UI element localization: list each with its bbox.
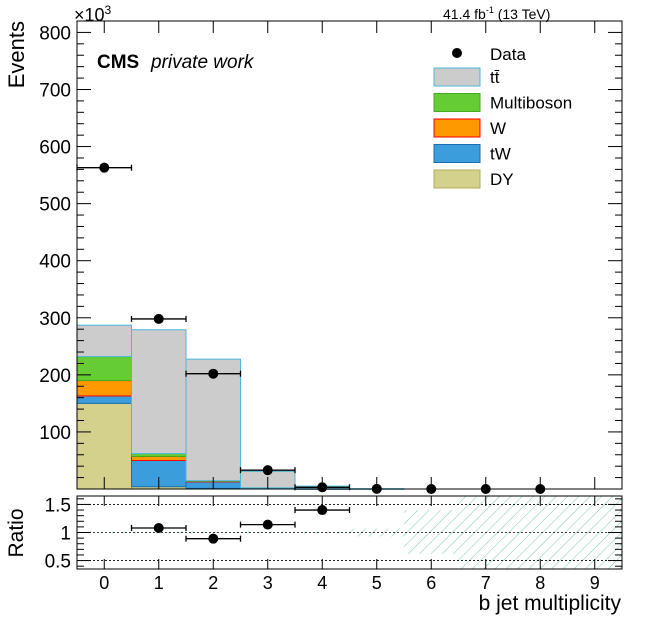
- bar-multiboson-0: [76, 356, 132, 382]
- ratio-y-tick-label: 1.5: [45, 495, 71, 516]
- ratio-reference-lines: [77, 504, 622, 561]
- cms-label: CMS: [97, 52, 139, 73]
- x-tick-label: 3: [263, 573, 273, 593]
- bar-tt-1: [131, 329, 187, 455]
- x-tick-label: 0: [99, 573, 109, 593]
- private-work-label: private work: [150, 52, 255, 73]
- ratio-y-tick-label: 0.5: [45, 552, 71, 573]
- y-tick-label: 500: [39, 195, 71, 216]
- bar-dy-0: [76, 402, 132, 490]
- legend-swatch: [433, 169, 481, 189]
- ratio-plot-area: 0.5 1 1.5 0 1 2 3 4 5 6 7 8 9: [45, 495, 623, 593]
- x-tick-label: 9: [590, 573, 600, 593]
- legend-data-label: Data: [490, 45, 526, 64]
- ratio-points: [130, 505, 351, 544]
- bar-w-1: [131, 455, 187, 461]
- legend-swatch: [433, 67, 481, 87]
- y-tick-label: 600: [39, 138, 71, 159]
- data-point: [208, 368, 219, 379]
- ratio-y-label: Ratio: [5, 508, 28, 557]
- ratio-point: [208, 533, 219, 544]
- x-tick-label: 6: [426, 573, 436, 593]
- data-points: [76, 162, 546, 494]
- ratio-point: [153, 523, 164, 534]
- y-tick-label: 800: [39, 23, 71, 44]
- y-tick-label: 400: [39, 252, 71, 273]
- legend-label: DY: [490, 170, 514, 189]
- x-axis-label: b jet multiplicity: [479, 592, 622, 615]
- y-axis-label: Events: [4, 21, 29, 88]
- y-tick-label: 100: [39, 423, 71, 444]
- bar-tw-0: [76, 395, 132, 404]
- ratio-y-tick-label: 1: [60, 524, 71, 545]
- bar-tt-0: [76, 324, 132, 358]
- x-tick-label: 5: [372, 573, 382, 593]
- x-tick-label: 1: [154, 573, 164, 593]
- main-frame: [76, 20, 623, 490]
- legend-label: Multiboson: [490, 94, 572, 113]
- y-exponent-label: ×103: [74, 3, 112, 25]
- legend-label: tt̄: [490, 68, 500, 87]
- main-plot-area: 100 200 300 400 500 600 700 800: [39, 20, 623, 494]
- stacked-histogram: [76, 324, 405, 490]
- main-axis-ticks: 100 200 300 400 500 600 700 800: [39, 20, 622, 490]
- x-tick-label: 8: [535, 573, 545, 593]
- legend-swatch: [433, 144, 481, 163]
- lumi-label: 41.4 fb-1 (13 TeV): [443, 5, 550, 22]
- legend-label: tW: [490, 145, 511, 164]
- data-point: [153, 313, 164, 324]
- ratio-point: [317, 505, 328, 516]
- data-point: [262, 465, 273, 476]
- legend-data-marker: [452, 48, 462, 58]
- ratio-band-segment: [349, 528, 404, 537]
- bar-w-0: [76, 380, 132, 397]
- legend-label: W: [490, 119, 506, 138]
- ratio-axis-ticks: 0.5 1 1.5 0 1 2 3 4 5 6 7 8 9: [45, 495, 622, 593]
- x-tick-label: 4: [317, 573, 327, 593]
- legend: Data tt̄ Multiboson WtW DY: [433, 45, 572, 189]
- y-tick-label: 200: [39, 366, 71, 387]
- legend-swatch: [433, 118, 481, 138]
- data-point: [99, 162, 110, 173]
- legend-swatch: [433, 93, 481, 112]
- ratio-band-segment: [404, 510, 459, 554]
- x-tick-label: 2: [208, 573, 218, 593]
- ratio-point: [262, 519, 273, 530]
- y-tick-label: 300: [39, 309, 71, 330]
- x-tick-label: 7: [481, 573, 491, 593]
- y-tick-label: 700: [39, 80, 71, 101]
